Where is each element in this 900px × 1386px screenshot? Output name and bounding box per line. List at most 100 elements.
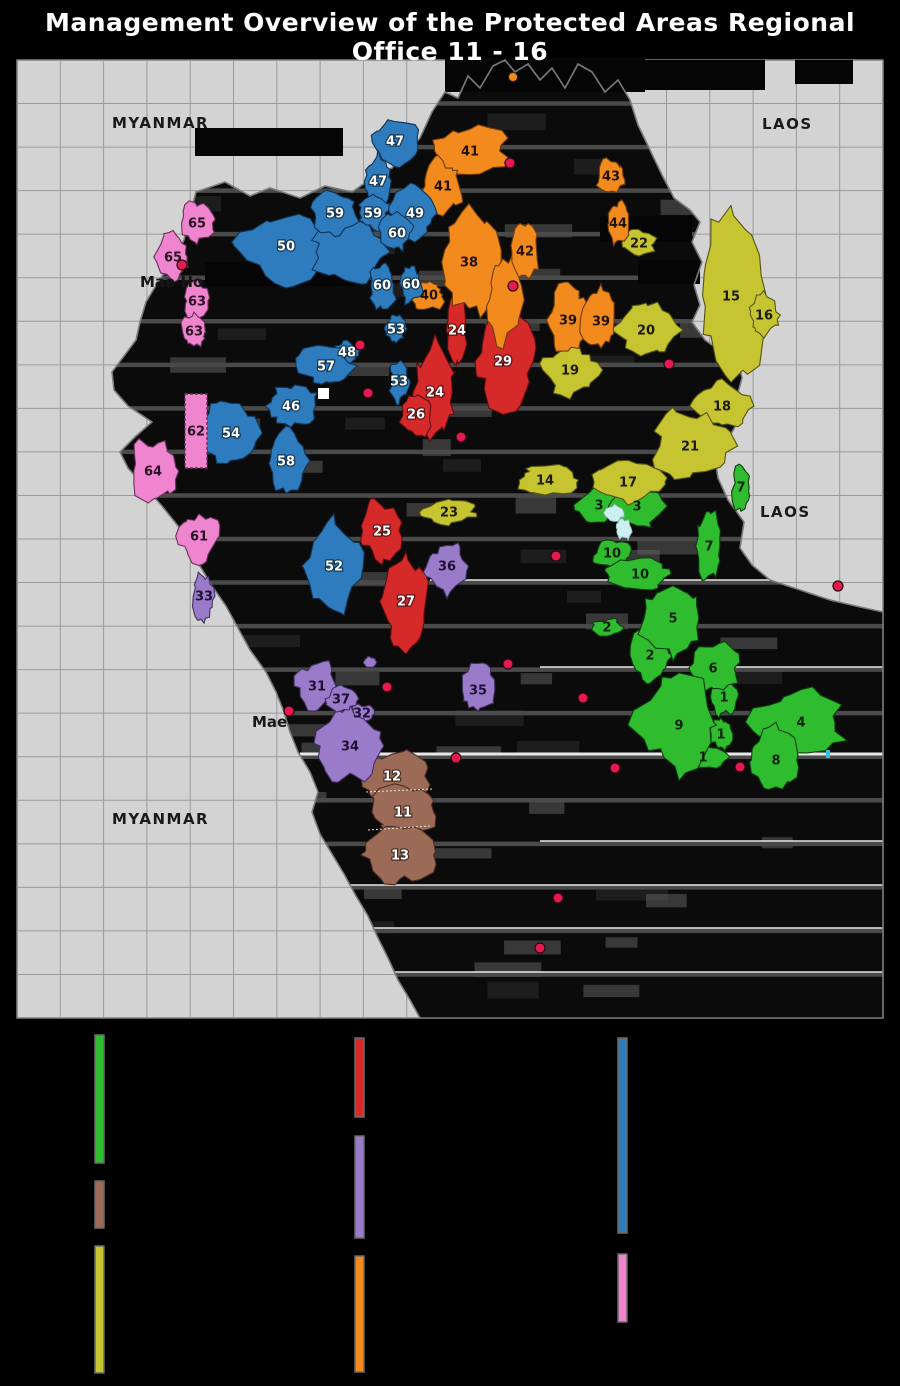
region-label-59: 59 bbox=[364, 207, 382, 222]
region-blob-16 bbox=[748, 289, 782, 339]
redaction-patch bbox=[217, 328, 267, 340]
city-dot bbox=[450, 752, 462, 764]
region-label-38: 38 bbox=[460, 256, 478, 271]
region-label-47: 47 bbox=[386, 135, 404, 150]
country-label: LAOS bbox=[762, 115, 813, 133]
region-blob-53 bbox=[383, 314, 408, 345]
redaction-patch bbox=[720, 637, 778, 650]
region-blob-47 bbox=[370, 119, 420, 169]
region-label-11: 11 bbox=[394, 806, 412, 821]
city-dot bbox=[663, 358, 675, 370]
region-label-60: 60 bbox=[388, 227, 406, 242]
region-label-42: 42 bbox=[516, 245, 534, 260]
redaction-patch bbox=[583, 984, 640, 998]
region-blob-43 bbox=[595, 157, 626, 194]
country-label: MYANMAR bbox=[112, 114, 209, 132]
region-blob-42 bbox=[510, 222, 540, 280]
region-label-17: 17 bbox=[619, 476, 637, 491]
region-label-5: 5 bbox=[668, 612, 677, 627]
region-label-24: 24 bbox=[426, 386, 444, 401]
region-label-35: 35 bbox=[469, 684, 487, 699]
region-label-16: 16 bbox=[755, 309, 773, 324]
region-blob-53 bbox=[388, 359, 411, 406]
region-label-27: 27 bbox=[397, 595, 415, 610]
redaction-box bbox=[795, 60, 853, 84]
region-label-39: 39 bbox=[592, 315, 610, 330]
redaction-patch bbox=[487, 981, 539, 999]
region-label-54: 54 bbox=[222, 427, 240, 442]
region-blob-7 bbox=[731, 463, 751, 512]
region-label-25: 25 bbox=[373, 525, 391, 540]
region-label-29: 29 bbox=[494, 355, 512, 370]
region-label-13: 13 bbox=[391, 849, 409, 864]
redaction-patch bbox=[436, 746, 502, 758]
region-blob-17 bbox=[591, 459, 668, 506]
region-blob-2 bbox=[590, 617, 625, 637]
region-label-57: 57 bbox=[317, 360, 335, 375]
region-blob-60 bbox=[377, 210, 415, 254]
region-label-3: 3 bbox=[632, 500, 641, 515]
redaction-patch bbox=[504, 940, 561, 955]
region-blob-61 bbox=[175, 513, 221, 567]
region-blob-5 bbox=[637, 585, 700, 663]
region-label-12: 12 bbox=[383, 770, 401, 785]
region-blob-25 bbox=[359, 498, 403, 566]
region-blob-15 bbox=[702, 204, 768, 384]
region-label-50: 50 bbox=[277, 240, 295, 255]
region-label-19: 19 bbox=[561, 364, 579, 379]
city-dot bbox=[504, 157, 516, 169]
legend-bar-brown bbox=[94, 1180, 105, 1229]
redaction-patch bbox=[432, 848, 492, 859]
region-blob-60 bbox=[368, 261, 398, 311]
region-blob-23 bbox=[418, 498, 478, 527]
region-label-23: 23 bbox=[440, 506, 458, 521]
region-label-58: 58 bbox=[277, 455, 295, 470]
region-blob-37 bbox=[324, 684, 360, 713]
region-blob-44 bbox=[607, 199, 630, 248]
region-blob-65 bbox=[181, 200, 216, 246]
redaction-patch bbox=[487, 113, 546, 131]
region-blob-64 bbox=[133, 437, 180, 504]
region-label-36: 36 bbox=[438, 560, 456, 575]
region-label-59: 59 bbox=[326, 207, 344, 222]
redaction-box bbox=[640, 60, 765, 90]
region-label-32: 32 bbox=[353, 707, 371, 722]
legend-bar-blue bbox=[617, 1037, 628, 1234]
region-label-46: 46 bbox=[282, 400, 300, 415]
region-blob-50 bbox=[231, 213, 332, 289]
region-label-3: 3 bbox=[594, 499, 603, 514]
region-label-63: 63 bbox=[188, 295, 206, 310]
region-label-20: 20 bbox=[637, 324, 655, 339]
region-blob-14 bbox=[517, 463, 580, 496]
region-label-1: 1 bbox=[716, 728, 725, 743]
region-blob-52 bbox=[301, 512, 365, 616]
page-title: Management Overview of the Protected Are… bbox=[44, 8, 856, 66]
region-label-61: 61 bbox=[190, 530, 208, 545]
redaction-patch bbox=[595, 889, 669, 901]
region-blob-33 bbox=[191, 571, 216, 625]
city-dot bbox=[502, 658, 514, 670]
redaction-patch bbox=[605, 937, 638, 948]
city-dot bbox=[534, 942, 546, 954]
region-label-53: 53 bbox=[387, 323, 405, 338]
city-dot bbox=[550, 550, 562, 562]
region-label-33: 33 bbox=[195, 590, 213, 605]
region-label-6: 6 bbox=[708, 662, 717, 677]
region-label-63: 63 bbox=[185, 325, 203, 340]
city-dot bbox=[609, 762, 621, 774]
region-label-44: 44 bbox=[609, 217, 627, 232]
region-blobs bbox=[133, 119, 849, 886]
city-dot bbox=[362, 387, 374, 399]
legend-bar-green bbox=[94, 1034, 105, 1164]
region-label-15: 15 bbox=[722, 290, 740, 305]
region-label-10: 10 bbox=[631, 568, 649, 583]
region-label-7: 7 bbox=[736, 481, 745, 496]
region-blob-8 bbox=[749, 721, 800, 791]
region-label-53: 53 bbox=[390, 375, 408, 390]
region-label-34: 34 bbox=[341, 740, 359, 755]
region-label-31: 31 bbox=[308, 680, 326, 695]
region-label-18: 18 bbox=[713, 400, 731, 415]
city-dot bbox=[507, 280, 519, 292]
